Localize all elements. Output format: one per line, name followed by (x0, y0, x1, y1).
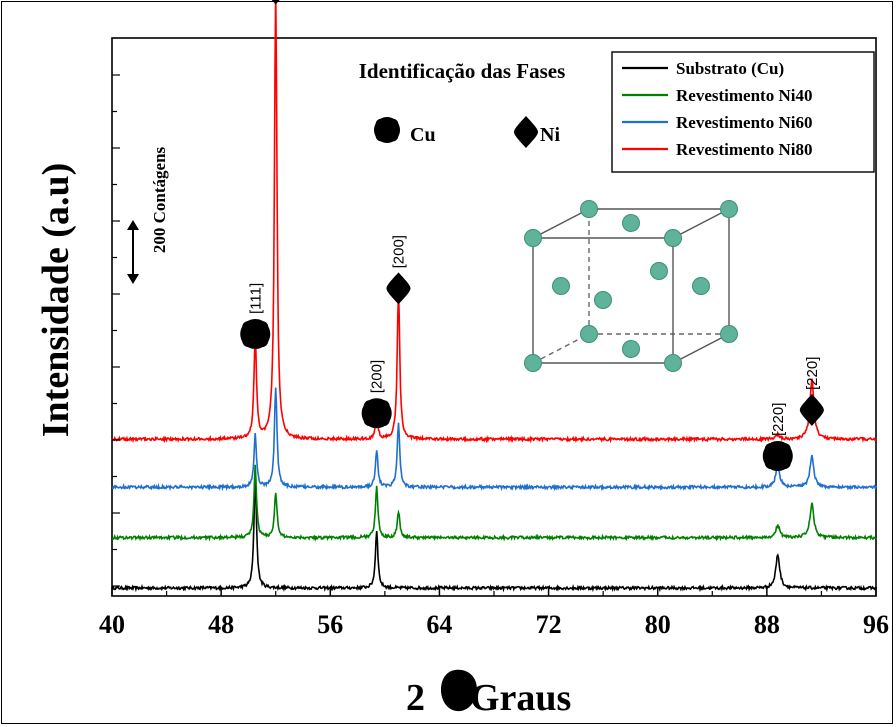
unit-cell-atom (664, 354, 682, 372)
cell-edge (532, 208, 590, 239)
scale-arrow-down-icon (127, 274, 139, 284)
theta-blob-icon (440, 669, 477, 712)
cu-legend-marker-lobe (375, 118, 387, 130)
cu-phase-marker-lobe (778, 442, 791, 456)
unit-cell-atom (692, 277, 710, 295)
unit-cell-atom (720, 200, 738, 218)
unit-cell-atom (594, 291, 612, 309)
legend-entry: Revestimento Ni60 (676, 113, 812, 132)
legend-entry: Revestimento Ni40 (676, 86, 812, 105)
cu-phase-marker-lobe (778, 456, 791, 470)
cu-legend-label: Cu (410, 124, 436, 146)
cu-phase-marker-lobe (377, 413, 390, 427)
cu-phase-marker-lobe (363, 400, 377, 413)
unit-cell-atom (720, 325, 738, 343)
cu-phase-marker-lobe (242, 320, 255, 334)
peak-label: [111] (247, 283, 264, 314)
x-tick-label: 72 (536, 610, 562, 639)
cu-phase-marker-lobe (242, 334, 255, 348)
unit-cell-atom (524, 229, 542, 247)
x-tick-label: 40 (99, 610, 125, 639)
scale-bar-label: 200 Contágens (150, 146, 169, 253)
ni-phase-marker (799, 394, 824, 426)
x-tick-label: 56 (317, 610, 343, 639)
cu-phase-marker-lobe (764, 442, 778, 456)
peak-label: [200] (391, 235, 408, 268)
unit-cell-atom (580, 200, 598, 218)
legend-entry: Revestimento Ni80 (676, 140, 812, 159)
cu-phase-marker-lobe (764, 456, 778, 470)
legend-box (611, 51, 875, 173)
y-axis-label: Intensidade (a.u) (35, 163, 77, 438)
unit-cell-atom (580, 325, 598, 343)
series-line-0 (111, 472, 877, 593)
ni-legend-label: Ni (540, 124, 560, 146)
cu-phase-marker-lobe (255, 320, 269, 334)
unit-cell-atom (650, 262, 668, 280)
x-tick-label: 64 (426, 610, 452, 639)
cu-legend-marker-lobe (387, 118, 399, 130)
x-tick-label: 96 (863, 610, 889, 639)
ni-phase-marker (271, 0, 280, 5)
cu-phase-marker-lobe (377, 400, 390, 413)
x-axis-label-suffix: Graus (470, 677, 571, 719)
cell-edge (672, 333, 730, 364)
peak-label: [200] (369, 360, 386, 393)
cell-edge (672, 208, 730, 239)
unit-cell-atom (524, 354, 542, 372)
cu-legend-marker-lobe (387, 130, 399, 142)
peak-label: [220] (770, 403, 787, 436)
legend-entry: Substrato (Cu) (676, 59, 784, 78)
cu-phase-marker-lobe (363, 413, 377, 427)
unit-cell-atom (622, 340, 640, 358)
peak-label: [220] (804, 357, 821, 390)
series-line-3 (111, 0, 877, 444)
ni-phase-marker (386, 272, 411, 305)
unit-cell-atom (552, 277, 570, 295)
series-line-2 (111, 387, 877, 492)
cell-edge-hidden (532, 333, 590, 364)
scale-arrow-up-icon (127, 220, 139, 230)
x-tick-label: 48 (208, 610, 234, 639)
ni-legend-marker (514, 116, 538, 148)
x-axis-label: 2 Graus (406, 669, 571, 719)
x-tick-label: 80 (645, 610, 671, 639)
unit-cell-atom (664, 229, 682, 247)
phase-identification-title: Identificação das Fases (359, 59, 566, 83)
unit-cell-atom (622, 214, 640, 232)
cu-phase-marker-lobe (255, 334, 269, 348)
series-line-1 (111, 464, 877, 542)
cu-legend-marker-lobe (375, 130, 387, 142)
x-tick-label: 88 (754, 610, 780, 639)
x-axis-label-prefix: 2 (406, 677, 425, 719)
